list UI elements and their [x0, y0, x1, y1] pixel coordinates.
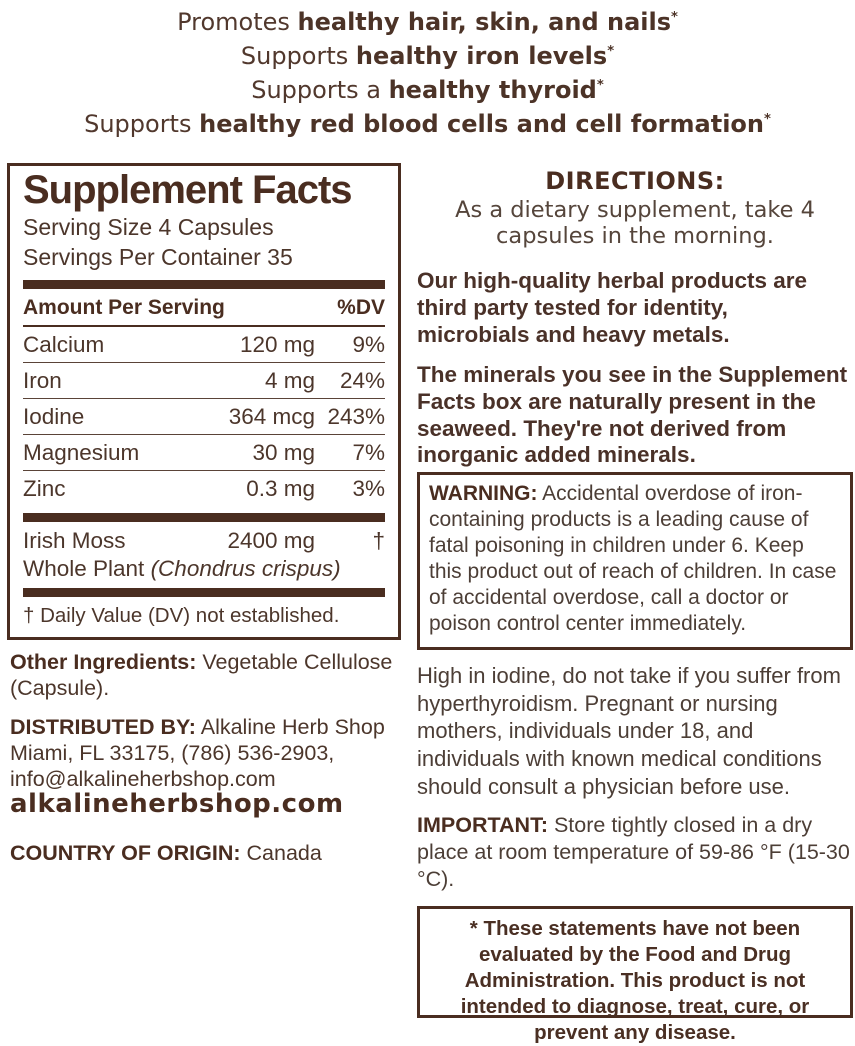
other-ingredients-label: Other Ingredients: — [10, 650, 197, 674]
nutrient-amount: 120 mg — [239, 331, 315, 357]
distributed-email: info@alkalineherbshop.com — [10, 766, 276, 791]
distributed-by-label: DISTRIBUTED BY: — [10, 715, 196, 739]
benefit-prefix: Supports a — [251, 76, 389, 104]
benefit-bold: healthy hair, skin, and nails — [297, 8, 672, 36]
benefit-line: Supports healthy iron levels* — [0, 39, 855, 73]
benefits-header: Promotes healthy hair, skin, and nails* … — [0, 5, 855, 141]
nutrient-name: Calcium — [23, 331, 105, 357]
directions-title: DIRECTIONS: — [545, 167, 725, 195]
herb-row: Irish Moss 2400 mg † — [23, 522, 385, 554]
benefit-line: Supports healthy red blood cells and cel… — [0, 107, 855, 141]
divider-bar — [23, 279, 385, 289]
nutrient-amount: 4 mg — [264, 367, 315, 393]
fda-disclaimer-text: * These statements have not been evaluat… — [460, 917, 810, 1045]
table-row: Magnesium 30 mg 7% — [23, 435, 385, 471]
distributed-address: Miami, FL 33175, (786) 536-2903, — [10, 740, 335, 765]
nutrient-dv: 7% — [352, 439, 385, 465]
nutrient-dv: 24% — [339, 367, 385, 393]
nutrient-dv: 9% — [352, 331, 385, 357]
distributed-by: DISTRIBUTED BY: Alkaline Herb Shop Miami… — [10, 715, 402, 792]
distributed-line: DISTRIBUTED BY: Alkaline Herb Shop — [10, 715, 402, 741]
servings-per-container: Servings Per Container 35 — [23, 243, 293, 270]
fda-disclaimer-box: * These statements have not been evaluat… — [417, 906, 853, 1044]
benefit-line: Promotes healthy hair, skin, and nails* — [0, 5, 855, 39]
nutrient-name: Iron — [23, 367, 62, 393]
benefit-bold: healthy red blood cells and cell formati… — [199, 110, 764, 138]
benefit-bold: healthy iron levels — [355, 42, 608, 70]
facts-table-header: Amount Per Serving %DV — [23, 289, 385, 327]
herb-amount: 2400 mg — [227, 527, 315, 553]
column-amount-per-serving: Amount Per Serving — [23, 295, 225, 319]
supplement-facts-panel: Supplement Facts Serving Size 4 Capsules… — [7, 163, 401, 640]
divider-bar — [23, 512, 385, 522]
asterisk-mark: * — [596, 78, 604, 93]
website-url: alkalineherbshop.com — [10, 789, 344, 819]
warning-box: WARNING: Accidental overdose of iron-con… — [417, 472, 853, 650]
iodine-notice: High in iodine, do not take if you suffe… — [417, 663, 841, 799]
nutrient-amount: 364 mcg — [228, 403, 315, 429]
benefit-prefix: Promotes — [177, 8, 298, 36]
country-of-origin-value: Canada — [240, 841, 322, 865]
benefit-prefix: Supports — [240, 42, 356, 70]
distributed-company: Alkaline Herb Shop — [195, 715, 385, 739]
quality-statement: Our high-quality herbal products are thi… — [417, 268, 808, 347]
benefit-bold: healthy thyroid — [388, 76, 597, 104]
important-text: Store tightly closed in a dry place at r… — [417, 813, 850, 891]
nutrient-dv: 243% — [327, 403, 385, 429]
asterisk-mark: * — [764, 112, 771, 127]
warning-text: Accidental overdose of iron-containing p… — [429, 482, 837, 636]
benefit-line: Supports a healthy thyroid* — [0, 73, 855, 107]
other-ingredients-text: Vegetable Cellulose (Capsule). — [10, 650, 393, 700]
directions-body: As a dietary supplement, take 4 capsules… — [455, 197, 815, 249]
table-row: Calcium 120 mg 9% — [23, 327, 385, 363]
dv-footnote: † Daily Value (DV) not established. — [23, 603, 340, 627]
nutrient-amount: 0.3 mg — [246, 475, 315, 501]
nutrient-amount: 30 mg — [252, 439, 315, 465]
nutrient-name: Magnesium — [23, 439, 140, 465]
right-column: DIRECTIONS: As a dietary supplement, tak… — [417, 0, 853, 1044]
warning-label: WARNING: — [429, 482, 538, 505]
minerals-statement: The minerals you see in the Supplement F… — [417, 362, 848, 468]
serving-size: Serving Size 4 Capsules — [23, 213, 274, 240]
important-label: IMPORTANT: — [417, 813, 548, 837]
benefit-prefix: Supports — [84, 110, 200, 138]
nutrient-dv: 3% — [352, 475, 385, 501]
country-of-origin-label: COUNTRY OF ORIGIN: — [10, 841, 241, 865]
herb-part: Whole Plant — [23, 555, 151, 581]
herb-name: Irish Moss — [23, 527, 126, 553]
divider-bar — [23, 587, 385, 597]
country-of-origin: COUNTRY OF ORIGIN: Canada — [10, 841, 402, 867]
table-row: Iodine 364 mcg 243% — [23, 399, 385, 435]
column-percent-dv: %DV — [337, 295, 385, 319]
table-row: Zinc 0.3 mg 3% — [23, 471, 385, 506]
nutrient-name: Iodine — [23, 403, 85, 429]
asterisk-mark: * — [671, 10, 678, 25]
herb-subline: Whole Plant (Chondrus crispus) — [23, 554, 385, 588]
other-ingredients: Other Ingredients: Vegetable Cellulose (… — [10, 650, 402, 702]
herb-latin-name: (Chondrus crispus) — [150, 555, 341, 581]
asterisk-mark: * — [607, 44, 615, 59]
nutrient-name: Zinc — [23, 475, 66, 501]
supplement-facts-title: Supplement Facts — [23, 168, 353, 212]
table-row: Iron 4 mg 24% — [23, 363, 385, 399]
herb-dv-dagger: † — [372, 527, 385, 553]
storage-instructions: IMPORTANT: Store tightly closed in a dry… — [417, 812, 853, 893]
